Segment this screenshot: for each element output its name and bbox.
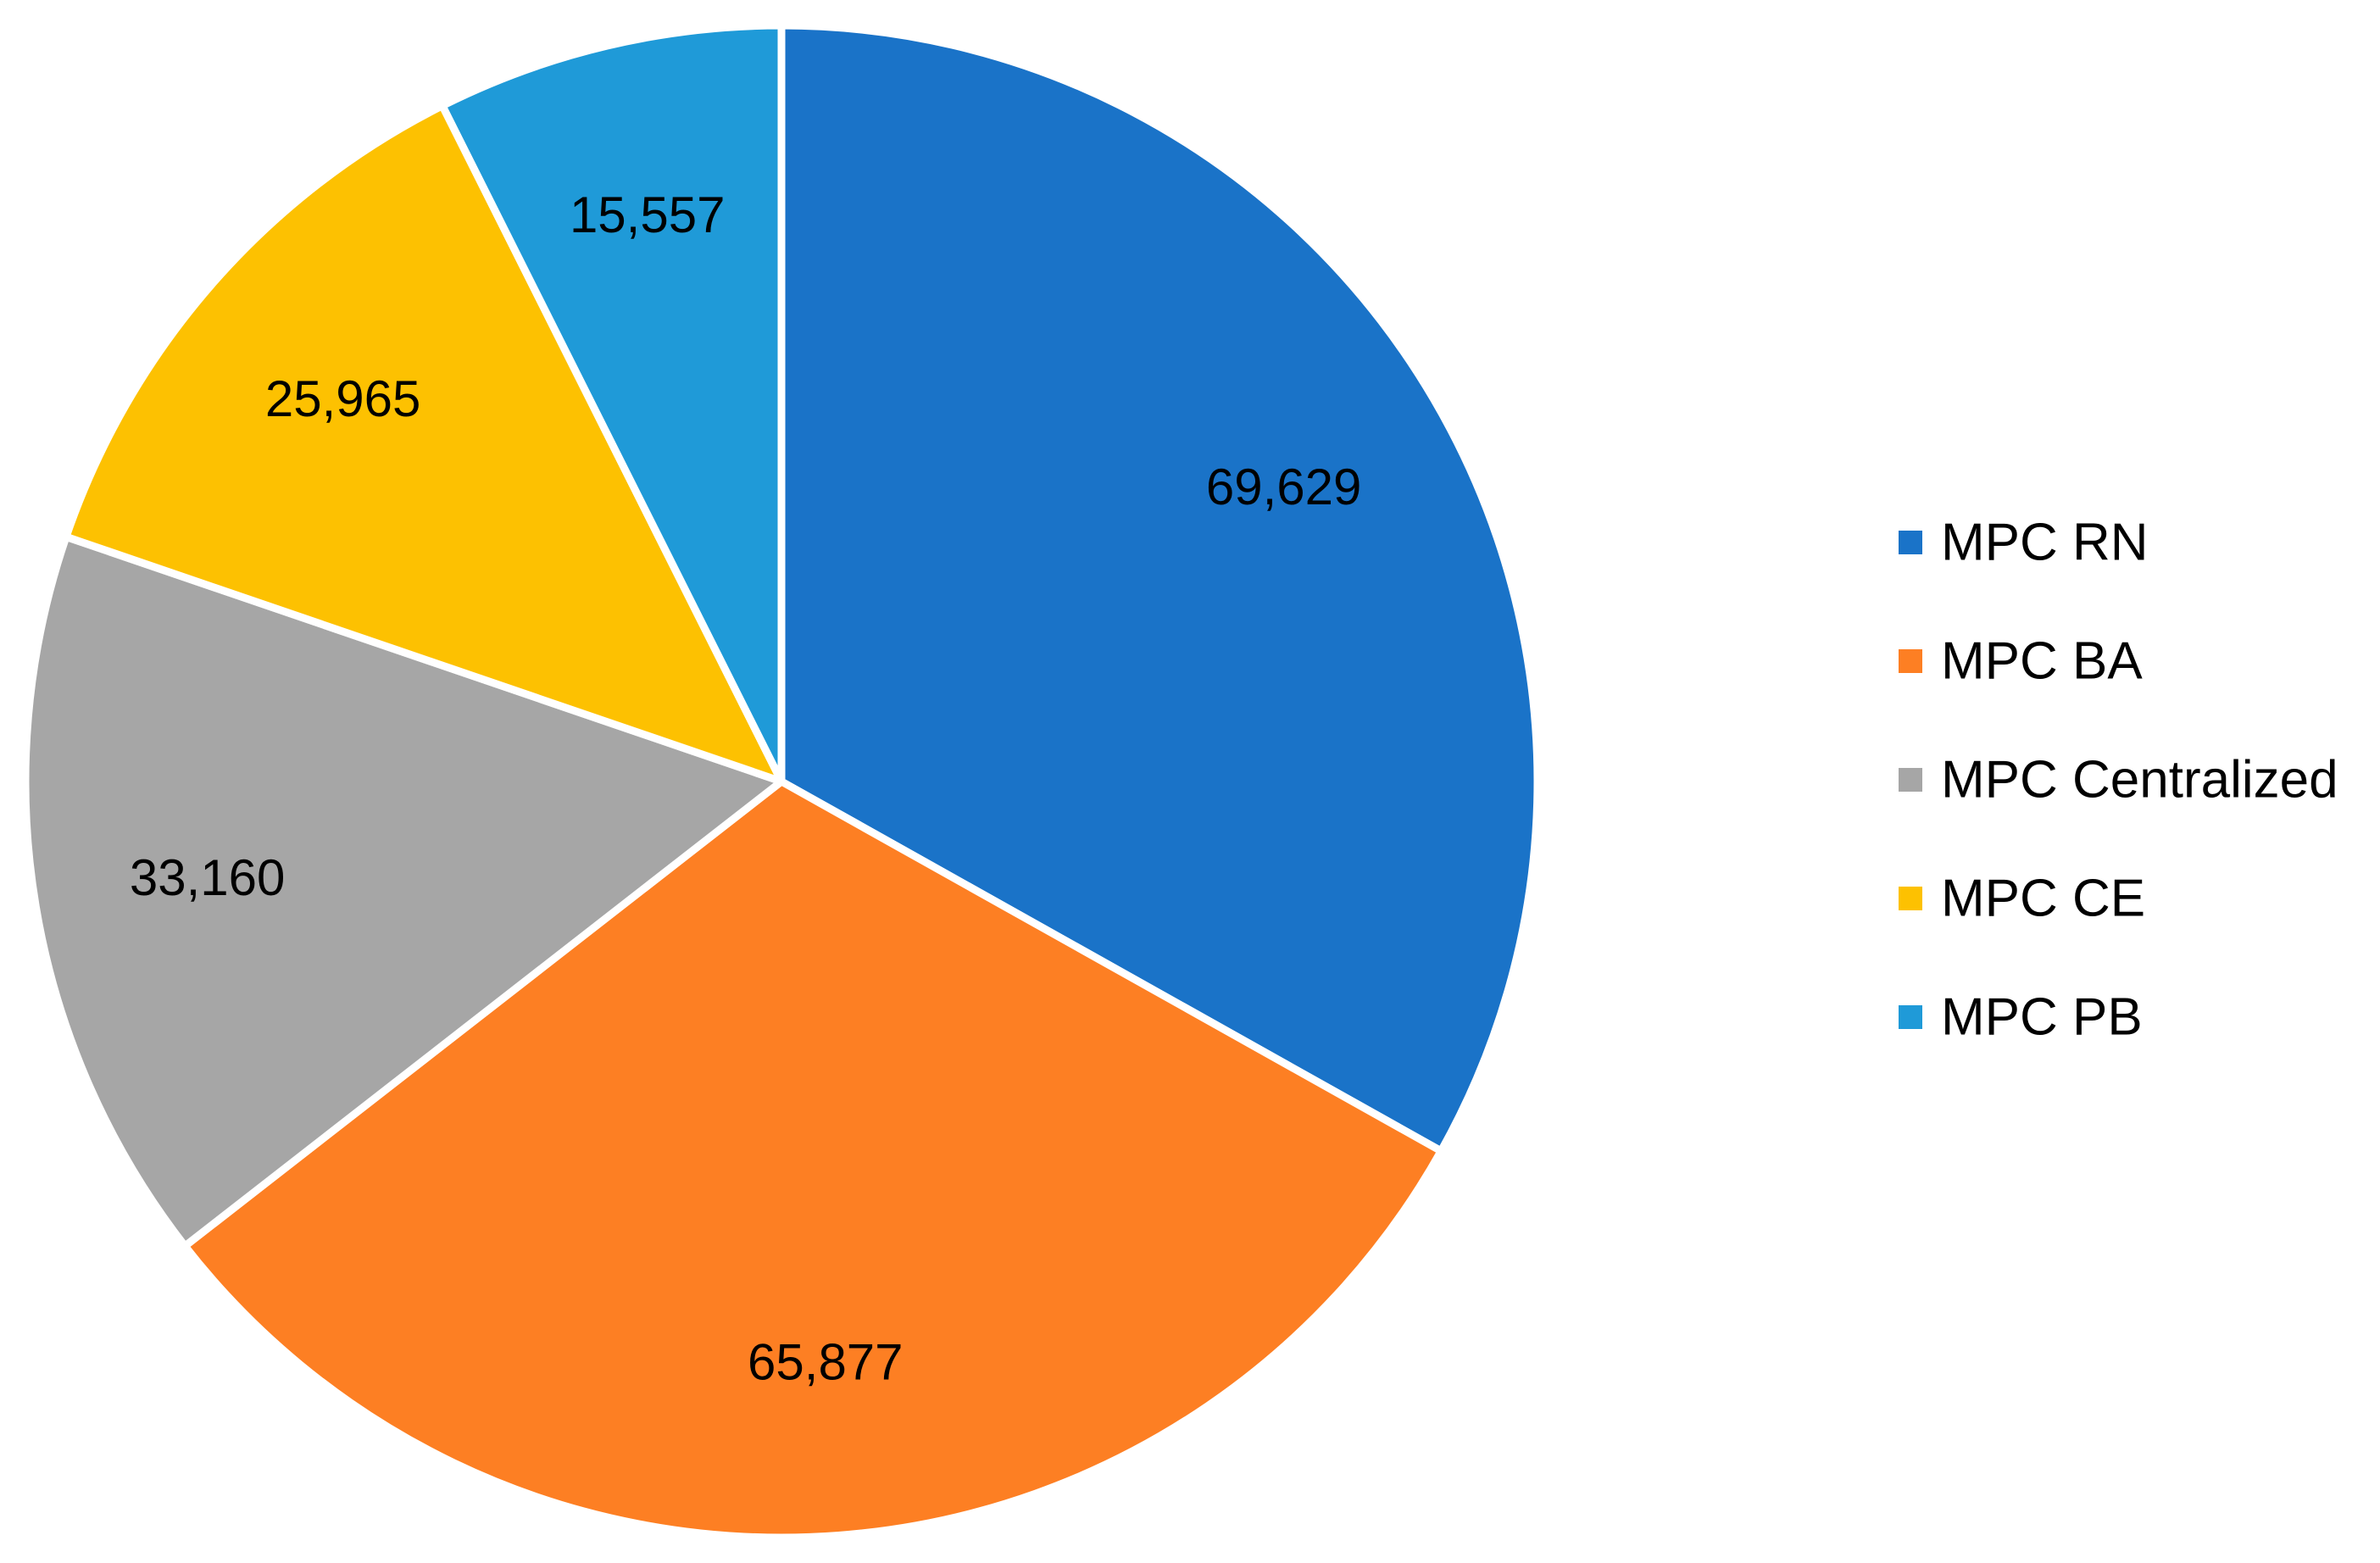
data-label-mpc-rn: 69,629 bbox=[1206, 459, 1362, 515]
pie-slice-mpc-ce bbox=[62, 102, 786, 786]
legend: MPC RN MPC BA MPC Centralized MPC CE MPC PB bbox=[1899, 514, 2338, 1047]
legend-item-mpc-ba: MPC BA bbox=[1899, 632, 2143, 691]
legend-item-mpc-rn: MPC RN bbox=[1899, 514, 2149, 572]
data-label-mpc-ce: 25,965 bbox=[265, 370, 421, 427]
legend-swatch-mpc-pb bbox=[1899, 1005, 1922, 1029]
legend-swatch-mpc-ba bbox=[1899, 649, 1922, 673]
legend-item-mpc-ce: MPC CE bbox=[1899, 870, 2145, 928]
legend-swatch-mpc-centralized bbox=[1899, 768, 1922, 792]
pie-slice-mpc-pb bbox=[438, 21, 786, 786]
legend-item-mpc-centralized: MPC Centralized bbox=[1899, 751, 2338, 809]
legend-label-mpc-pb: MPC PB bbox=[1941, 988, 2143, 1047]
legend-swatch-mpc-ce bbox=[1899, 887, 1922, 910]
pie-slice-mpc-centralized bbox=[21, 532, 786, 1250]
legend-item-mpc-pb: MPC PB bbox=[1899, 988, 2143, 1047]
data-label-mpc-ba: 65,877 bbox=[748, 1333, 904, 1390]
legend-label-mpc-ce: MPC CE bbox=[1941, 870, 2145, 928]
legend-label-mpc-rn: MPC RN bbox=[1941, 514, 2149, 572]
data-labels: 69,629 65,877 33,160 25,965 15,557 bbox=[130, 186, 1362, 1390]
legend-swatch-mpc-rn bbox=[1899, 531, 1922, 554]
legend-label-mpc-ba: MPC BA bbox=[1941, 632, 2143, 691]
data-label-mpc-centralized: 33,160 bbox=[130, 849, 286, 906]
pie-slice-mpc-ba bbox=[181, 777, 1445, 1542]
pie-slices bbox=[21, 21, 1542, 1542]
data-label-mpc-pb: 15,557 bbox=[570, 186, 726, 243]
legend-label-mpc-centralized: MPC Centralized bbox=[1941, 751, 2338, 809]
pie-slice-mpc-rn bbox=[777, 21, 1542, 1155]
